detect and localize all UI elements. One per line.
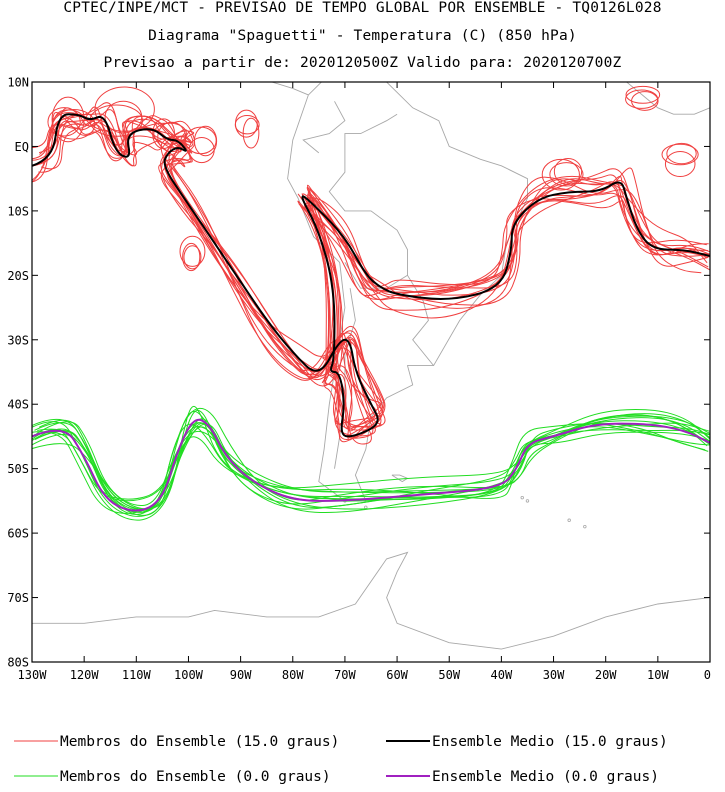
member-15-line-0 xyxy=(36,107,710,439)
member-15-blob-6-2 xyxy=(541,158,580,191)
member-15-blob-3-2 xyxy=(188,136,215,164)
coast-africa xyxy=(626,82,710,115)
member-15-line-11 xyxy=(32,113,709,431)
plot-area xyxy=(32,82,710,650)
island-1 xyxy=(364,505,368,510)
member-15-blob-8-2 xyxy=(631,91,659,111)
member-15-blob-5-2 xyxy=(183,245,202,270)
lat-label: EQ xyxy=(15,140,29,154)
title-line-3: Previsao a partir de: 2020120500Z Valido… xyxy=(103,55,622,71)
member-15-line-13 xyxy=(32,115,708,430)
coast-south-america xyxy=(287,82,528,502)
member-15-blob-7-0 xyxy=(661,143,699,166)
border-sa-3 xyxy=(407,275,434,366)
lon-label: 0 xyxy=(704,668,711,682)
mean-0-line xyxy=(32,418,710,512)
legend-label-member_0: Membros do Ensemble (0.0 graus) xyxy=(60,769,331,785)
legend-label-member_15: Membros do Ensemble (15.0 graus) xyxy=(60,734,339,750)
lon-label: 50W xyxy=(438,668,460,682)
member-15-blob-8-0 xyxy=(625,89,659,109)
member-15-blob-7-2 xyxy=(666,142,697,165)
member-0-line-4 xyxy=(36,409,710,507)
lon-label: 70W xyxy=(334,668,356,682)
island-5 xyxy=(583,524,587,529)
coast-antarctica xyxy=(32,551,710,650)
member-15-blob-1-0 xyxy=(94,86,155,132)
member-15-blob-8-1 xyxy=(625,85,661,104)
lat-label: 60S xyxy=(7,527,29,541)
member-15-blob-4-2 xyxy=(234,114,260,135)
lon-label: 130W xyxy=(18,668,48,682)
member-0-line-11 xyxy=(32,409,709,510)
member-15-blob-3-0 xyxy=(193,125,218,157)
member-0-line-9 xyxy=(38,419,710,516)
lon-label: 90W xyxy=(230,668,252,682)
lon-label: 110W xyxy=(122,668,152,682)
coast-central-america xyxy=(271,82,309,96)
legend-label-mean_0: Ensemble Medio (0.0 graus) xyxy=(432,769,659,785)
lat-label: 10S xyxy=(7,204,29,218)
member-0-line-6 xyxy=(37,413,710,513)
lat-label: 30S xyxy=(7,333,29,347)
lon-label: 10W xyxy=(647,668,669,682)
island-3 xyxy=(520,495,524,500)
legend-label-mean_15: Ensemble Medio (15.0 graus) xyxy=(432,734,668,750)
coastline-layer xyxy=(32,82,710,650)
lat-label: 20S xyxy=(7,269,29,283)
lon-label: 30W xyxy=(543,668,565,682)
lon-label: 40W xyxy=(491,668,513,682)
member-15-blob-5-0 xyxy=(179,235,206,267)
island-2 xyxy=(525,499,530,503)
member-15-blob-1-2 xyxy=(89,104,143,137)
member-0-line-10 xyxy=(32,419,710,515)
border-sa-4 xyxy=(302,101,346,154)
member-15-line-5 xyxy=(37,115,710,437)
member-15-blob-3-1 xyxy=(185,126,217,155)
member-15-blob-0-2 xyxy=(51,96,85,143)
member-15-blob-2-2 xyxy=(152,118,176,149)
lon-label: 100W xyxy=(174,668,204,682)
lon-label: 20W xyxy=(595,668,617,682)
island-4 xyxy=(567,518,571,522)
member-0-line-8 xyxy=(32,414,708,517)
map-frame xyxy=(31,81,711,663)
title-line-2: Diagrama "Spaguetti" - Temperatura (C) (… xyxy=(148,28,577,44)
member-15-line-9 xyxy=(38,115,709,437)
member-15-blob-7-1 xyxy=(664,151,696,178)
legend: Membros do Ensemble (15.0 graus) Ensemble… xyxy=(14,734,668,785)
lon-label: 120W xyxy=(70,668,100,682)
lon-label: 80W xyxy=(282,668,304,682)
lat-label: 40S xyxy=(7,398,29,412)
member-15-blob-5-1 xyxy=(182,242,201,272)
member-15-blob-4-0 xyxy=(234,109,258,138)
member-15-blob-2-0 xyxy=(153,122,187,145)
lat-label: 50S xyxy=(7,462,29,476)
member-15-line-8 xyxy=(39,112,708,445)
lat-label: 70S xyxy=(7,591,29,605)
member-15-blob-6-1 xyxy=(549,162,584,187)
mean-15-line xyxy=(32,113,710,438)
lon-label: 60W xyxy=(386,668,408,682)
lat-label: 10N xyxy=(7,76,29,90)
member-15-blob-6-0 xyxy=(553,158,583,185)
lat-label: 80S xyxy=(7,656,29,670)
member-0-line-5 xyxy=(34,422,710,510)
ensemble-mean-layer xyxy=(32,113,710,512)
title-line-1: CPTEC/INPE/MCT - PREVISAO DE TEMPO GLOBA… xyxy=(63,0,662,16)
member-15-blob-0-0 xyxy=(47,107,81,137)
border-sa-1 xyxy=(328,113,408,289)
member-15-line-10 xyxy=(38,114,710,425)
member-0-line-12 xyxy=(32,423,709,514)
